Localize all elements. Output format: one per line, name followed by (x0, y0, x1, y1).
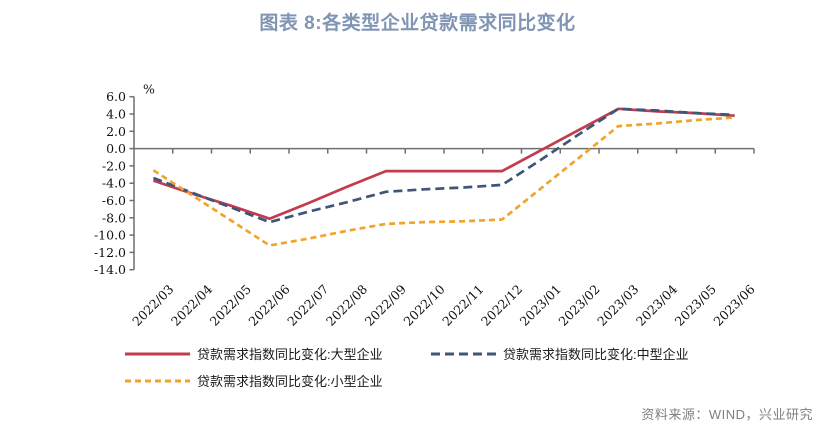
loan-demand-line-chart: 6.0 4.0 2.0 0.0 -2.0 -4.0 -6.0 -8.0 -10.0 -12.0 -1… (94, 82, 758, 329)
y-axis-tick-label: 6.0 (106, 89, 126, 104)
x-axis-tick-label: 2022/08 (323, 281, 370, 328)
series-line-medium (152, 107, 735, 224)
y-axis-tick-label: -6.0 (102, 193, 126, 208)
x-axis-tick-label: 2022/04 (168, 281, 215, 328)
legend-item-medium: 贷款需求指数同比变化:中型企业 (431, 344, 689, 363)
x-axis-tick-label: 2022/06 (245, 281, 292, 328)
chart-legend: 贷款需求指数同比变化:大型企业 贷款需求指数同比变化:中型企业贷款需求指数同比变化… (125, 344, 689, 390)
x-axis-tick-label: 2023/01 (517, 282, 564, 329)
x-axis-tick-label: 2023/06 (710, 281, 757, 328)
y-axis-tick-label: 0.0 (106, 141, 126, 156)
legend-label-small: 贷款需求指数同比变化:小型企业 (197, 374, 383, 389)
chart-title: 图表 8:各类型企业贷款需求同比变化 (259, 13, 576, 34)
legend-item-large: 贷款需求指数同比变化:大型企业 (125, 344, 431, 363)
legend-key-small-line (125, 379, 190, 382)
legend-key-large-line (125, 352, 190, 355)
legend-item-small: 贷款需求指数同比变化:小型企业 (125, 371, 431, 390)
y-axis-tick-label: -4.0 (102, 176, 126, 191)
legend-key-medium-line (431, 352, 496, 355)
y-axis-tick-label: -14.0 (94, 262, 126, 277)
source-note: 资料来源：WIND，兴业研究 (641, 407, 813, 422)
x-axis-tick-label: 2023/03 (594, 281, 641, 328)
series-line-small (152, 116, 735, 247)
y-axis-tick-label: 4.0 (106, 107, 126, 122)
legend-label-medium: 贷款需求指数同比变化:中型企业 (503, 347, 689, 362)
x-axis-tick-label: 2023/02 (555, 282, 602, 329)
y-axis-tick-label: 2.0 (106, 124, 126, 139)
y-axis-tick-label: -12.0 (94, 245, 126, 260)
x-axis-tick-label: 2023/04 (633, 281, 680, 328)
legend-label-large: 贷款需求指数同比变化:大型企业 (197, 347, 383, 362)
y-axis-tick-label: -8.0 (102, 210, 126, 225)
y-axis-tick-label: -10.0 (94, 228, 126, 243)
x-axis-tick-label: 2022/12 (478, 282, 525, 329)
y-axis-unit-label: % (143, 82, 155, 97)
x-axis-tick-label: 2022/05 (207, 282, 254, 329)
y-axis-tick-label: -2.0 (102, 158, 126, 173)
x-axis-tick-label: 2022/11 (439, 282, 486, 329)
x-axis-tick-label: 2022/07 (284, 281, 331, 328)
x-axis-tick-label: 2023/05 (672, 282, 719, 329)
x-axis-tick-label: 2022/03 (129, 281, 176, 328)
x-axis-tick-label: 2022/10 (400, 281, 447, 328)
x-axis-tick-label: 2022/09 (362, 281, 409, 328)
